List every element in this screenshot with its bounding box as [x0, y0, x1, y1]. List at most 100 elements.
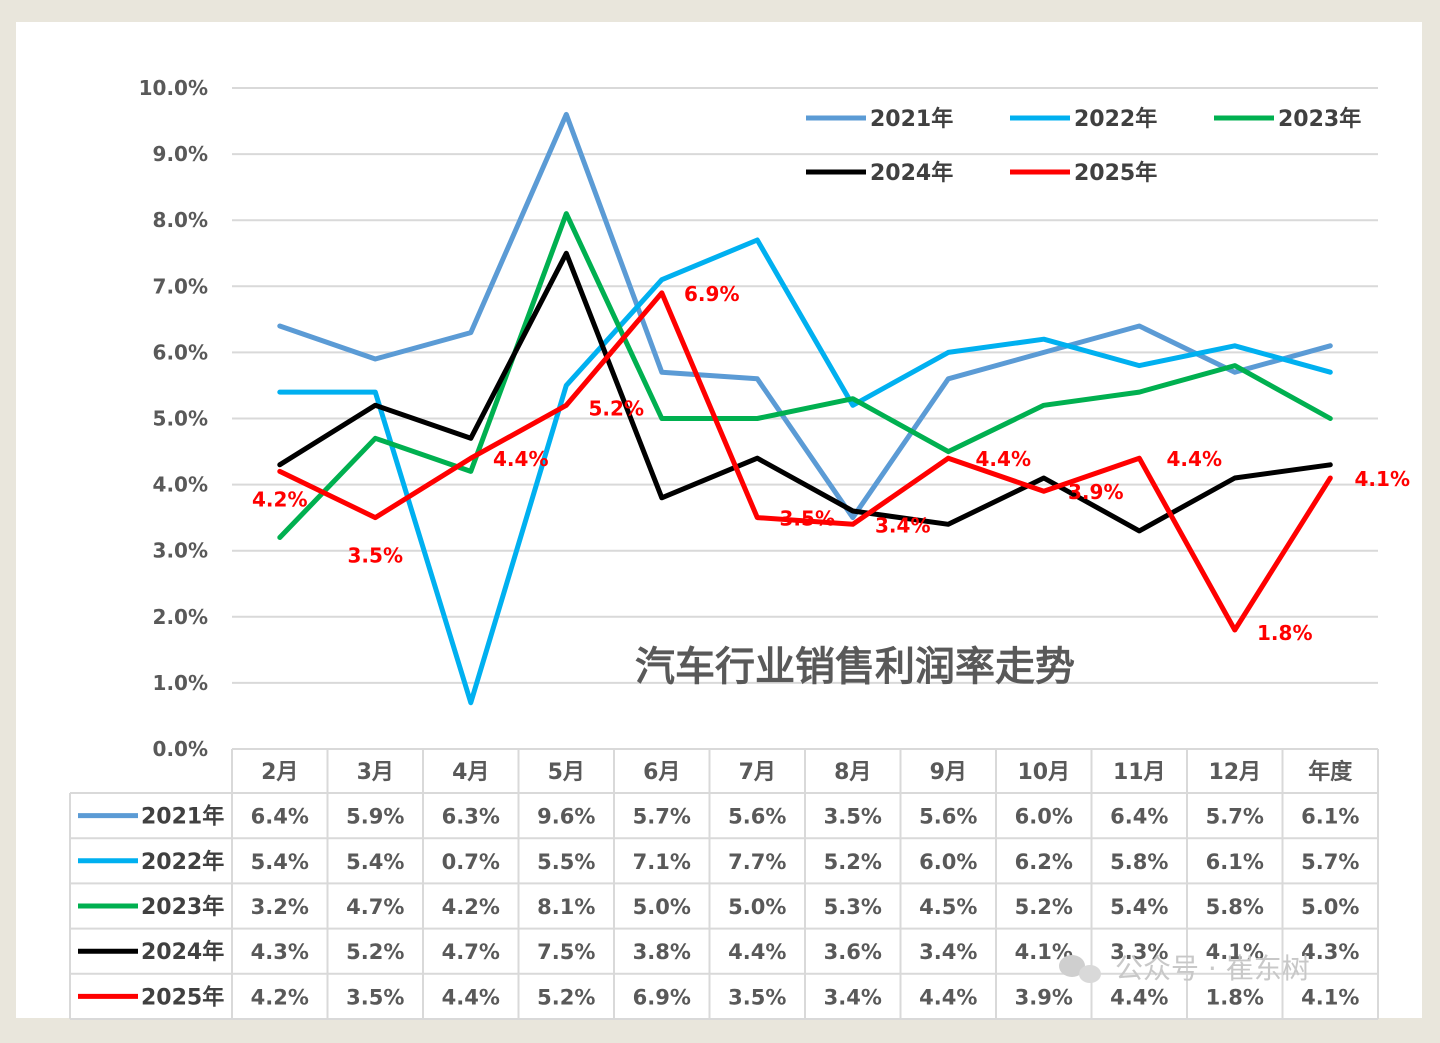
- table-cell: 1.8%: [1206, 985, 1264, 1009]
- table-cell: 4.1%: [1206, 940, 1264, 964]
- legend-label: 2024年: [870, 160, 953, 186]
- data-label: 3.5%: [348, 544, 403, 568]
- series-line-2024年: [277, 250, 1333, 534]
- series-line-2022年: [277, 237, 1333, 706]
- y-tick-label: 7.0%: [153, 274, 208, 298]
- table-cell: 6.4%: [1110, 805, 1168, 829]
- table-cell: 5.2%: [537, 985, 595, 1009]
- table-cell: 4.4%: [1110, 985, 1168, 1009]
- legend-label: 2021年: [870, 106, 953, 132]
- table-header-cell: 6月: [643, 760, 680, 785]
- table-cell: 5.8%: [1206, 895, 1264, 919]
- table-cell: 6.0%: [1015, 805, 1073, 829]
- table-cell: 4.5%: [919, 895, 977, 919]
- table-cell: 3.5%: [728, 985, 786, 1009]
- table-cell: 7.7%: [728, 850, 786, 874]
- table-cell: 6.3%: [442, 805, 500, 829]
- table-cell: 5.0%: [728, 895, 786, 919]
- y-tick-label: 4.0%: [153, 473, 208, 497]
- data-label: 6.9%: [684, 282, 739, 306]
- table-header-cell: 3月: [357, 760, 394, 785]
- table-cell: 3.6%: [824, 940, 882, 964]
- table-series-name: 2025年: [141, 984, 224, 1010]
- chart-title: 汽车行业销售利润率走势: [635, 644, 1075, 690]
- data-label: 3.9%: [1068, 480, 1123, 504]
- table-cell: 6.2%: [1015, 850, 1073, 874]
- table-cell: 6.1%: [1206, 850, 1264, 874]
- table-series-name: 2023年: [141, 894, 224, 920]
- table-series-name: 2024年: [141, 939, 224, 965]
- table-cell: 7.1%: [633, 850, 691, 874]
- table-cell: 5.4%: [1110, 895, 1168, 919]
- table-cell: 4.3%: [1301, 940, 1359, 964]
- table-cell: 3.2%: [251, 895, 309, 919]
- table-header-cell: 年度: [1308, 759, 1353, 785]
- data-label: 3.4%: [875, 513, 930, 537]
- table-cell: 5.7%: [1301, 850, 1359, 874]
- table-cell: 4.4%: [442, 985, 500, 1009]
- data-label: 5.2%: [589, 396, 644, 420]
- y-tick-label: 10.0%: [139, 76, 208, 100]
- wechat-icon: [1059, 955, 1101, 983]
- table-cell: 6.9%: [633, 985, 691, 1009]
- table-header-cell: 12月: [1208, 760, 1261, 785]
- table-header-cell: 11月: [1113, 760, 1166, 785]
- data-label: 4.4%: [1167, 447, 1222, 471]
- table-cell: 4.4%: [919, 985, 977, 1009]
- table-cell: 5.8%: [1110, 850, 1168, 874]
- y-tick-label: 5.0%: [153, 407, 208, 431]
- table-cell: 5.2%: [1015, 895, 1073, 919]
- table-cell: 4.4%: [728, 940, 786, 964]
- table-cell: 5.0%: [1301, 895, 1359, 919]
- y-axis: 0.0% 1.0% 2.0% 3.0% 4.0% 5.0% 6.0% 7.0% 8.0% 9.0%…: [139, 76, 208, 761]
- table-cell: 5.7%: [633, 805, 691, 829]
- table-cell: 4.1%: [1301, 985, 1359, 1009]
- table-cell: 5.6%: [919, 805, 977, 829]
- table-series-name: 2021年: [141, 804, 224, 830]
- y-tick-label: 1.0%: [153, 671, 208, 695]
- table-header-cell: 5月: [548, 760, 585, 785]
- table-cell: 5.4%: [251, 850, 309, 874]
- table-cell: 5.2%: [346, 940, 404, 964]
- table-cell: 3.8%: [633, 940, 691, 964]
- y-tick-label: 8.0%: [153, 208, 208, 232]
- table-cell: 5.6%: [728, 805, 786, 829]
- table-cell: 9.6%: [537, 805, 595, 829]
- data-table: 2月 3月 4月 5月 6月 7月 8月 9月 10月 11月 12月 年度 2021年 6.4% 5.9%…: [69, 748, 1379, 1020]
- table-cell: 6.4%: [251, 805, 309, 829]
- legend-label: 2023年: [1278, 106, 1361, 132]
- table-cell: 7.5%: [537, 940, 595, 964]
- table-cell: 3.4%: [824, 985, 882, 1009]
- table-header-cell: 4月: [452, 760, 489, 785]
- table-cell: 4.2%: [251, 985, 309, 1009]
- table-cell: 5.0%: [633, 895, 691, 919]
- table-cell: 5.2%: [824, 850, 882, 874]
- table-cell: 5.4%: [346, 850, 404, 874]
- gridlines: [232, 87, 1378, 684]
- legend-label: 2025年: [1074, 160, 1157, 186]
- table-cell: 6.1%: [1301, 805, 1359, 829]
- data-label: 4.4%: [976, 447, 1031, 471]
- table-series-name: 2022年: [141, 849, 224, 875]
- data-label: 4.2%: [252, 487, 307, 511]
- table-header-cell: 10月: [1017, 760, 1070, 785]
- table-cell: 4.7%: [442, 940, 500, 964]
- table-cell: 8.1%: [537, 895, 595, 919]
- table-cell: 3.5%: [824, 805, 882, 829]
- y-tick-label: 2.0%: [153, 605, 208, 629]
- table-header-cell: 9月: [930, 760, 967, 785]
- data-label: 3.5%: [780, 507, 835, 531]
- table-cell: 3.9%: [1015, 985, 1073, 1009]
- watermark: 公众号 · 崔东树: [1115, 952, 1310, 985]
- series-line-2025年: [277, 290, 1333, 633]
- y-tick-label: 0.0%: [153, 737, 208, 761]
- legend-label: 2022年: [1074, 106, 1157, 132]
- table-header-cell: 8月: [834, 760, 871, 785]
- table-cell: 5.7%: [1206, 805, 1264, 829]
- table-cell: 5.5%: [537, 850, 595, 874]
- table-cell: 5.9%: [346, 805, 404, 829]
- table-cell: 4.2%: [442, 895, 500, 919]
- series-line-2023年: [277, 211, 1333, 540]
- data-label: 4.1%: [1355, 467, 1410, 491]
- table-cell: 4.3%: [251, 940, 309, 964]
